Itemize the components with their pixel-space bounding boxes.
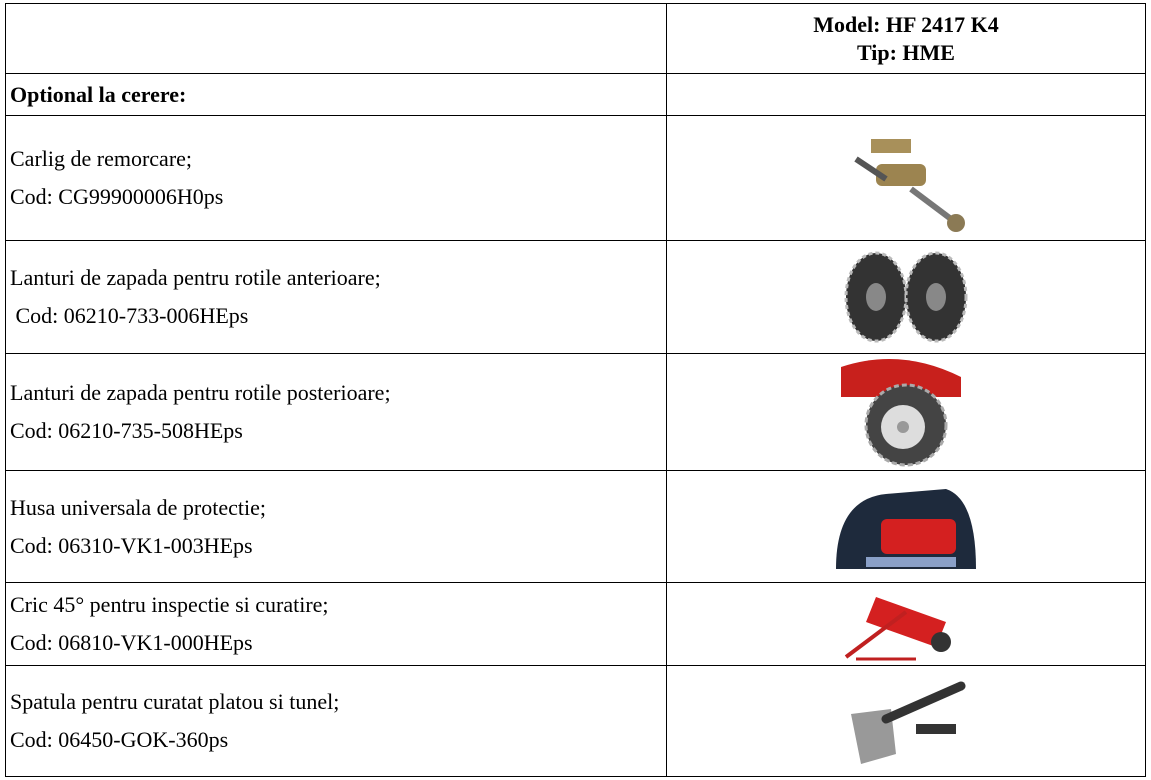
item-name: Lanturi de zapada pentru rotile anterioa… (10, 265, 381, 290)
image-cell (666, 470, 1146, 583)
scraper-image (851, 681, 966, 764)
item-name: Spatula pentru curatat platou si tunel; (10, 689, 340, 714)
model-header: Model: HF 2417 K4 Tip: HME (666, 3, 1146, 74)
item-cell: Carlig de remorcare; Cod: CG99900006H0ps (5, 115, 667, 241)
image-cell (666, 115, 1146, 241)
item-row: Carlig de remorcare; Cod: CG99900006H0ps (5, 115, 1146, 241)
item-code: Cod: 06450-GOK-360ps (10, 727, 229, 752)
item-row: Cric 45° pentru inspectie si curatire; Co… (5, 582, 1146, 666)
item-cell: Husa universala de protectie; Cod: 06310-… (5, 470, 667, 583)
image-cell (666, 665, 1146, 777)
item-cell: Lanturi de zapada pentru rotile anterioa… (5, 240, 667, 354)
item-code: Cod: CG99900006H0ps (10, 184, 224, 209)
item-cell: Spatula pentru curatat platou si tunel; C… (5, 665, 667, 777)
item-cell: Lanturi de zapada pentru rotile posterio… (5, 353, 667, 471)
chains-image (844, 251, 968, 343)
item-cell: Cric 45° pentru inspectie si curatire; Co… (5, 582, 667, 666)
item-name: Carlig de remorcare; (10, 146, 193, 171)
empty-cell (666, 73, 1146, 116)
hitch-image (854, 139, 965, 232)
type: Tip: HME (856, 39, 955, 65)
jack-image (844, 596, 951, 660)
section-title: Optional la cerere: (5, 73, 667, 116)
accessories-table: Model: HF 2417 K4 Tip: HME Optional la c… (5, 3, 1146, 777)
rear-chains-image (841, 359, 961, 467)
item-name: Lanturi de zapada pentru rotile posterio… (10, 380, 391, 405)
empty-cell (5, 3, 667, 74)
item-row: Lanturi de zapada pentru rotile anterioa… (5, 240, 1146, 354)
item-row: Husa universala de protectie; Cod: 06310-… (5, 470, 1146, 583)
image-cell (666, 240, 1146, 354)
section-row: Optional la cerere: (5, 73, 1146, 116)
cover-image (836, 489, 976, 569)
item-name: Cric 45° pentru inspectie si curatire; (10, 592, 329, 617)
item-row: Spatula pentru curatat platou si tunel; C… (5, 665, 1146, 777)
item-row: Lanturi de zapada pentru rotile posterio… (5, 353, 1146, 471)
item-code: Cod: 06210-733-006HEps (10, 303, 249, 328)
item-name: Husa universala de protectie; (10, 494, 266, 520)
header-row: Model: HF 2417 K4 Tip: HME (5, 3, 1146, 74)
image-cell (666, 353, 1146, 471)
model: Model: HF 2417 K4 (813, 11, 999, 37)
image-cell (666, 582, 1146, 666)
item-code: Cod: 06310-VK1-003HEps (10, 532, 253, 558)
item-code: Cod: 06810-VK1-000HEps (10, 630, 253, 655)
item-code: Cod: 06210-735-508HEps (10, 418, 243, 443)
